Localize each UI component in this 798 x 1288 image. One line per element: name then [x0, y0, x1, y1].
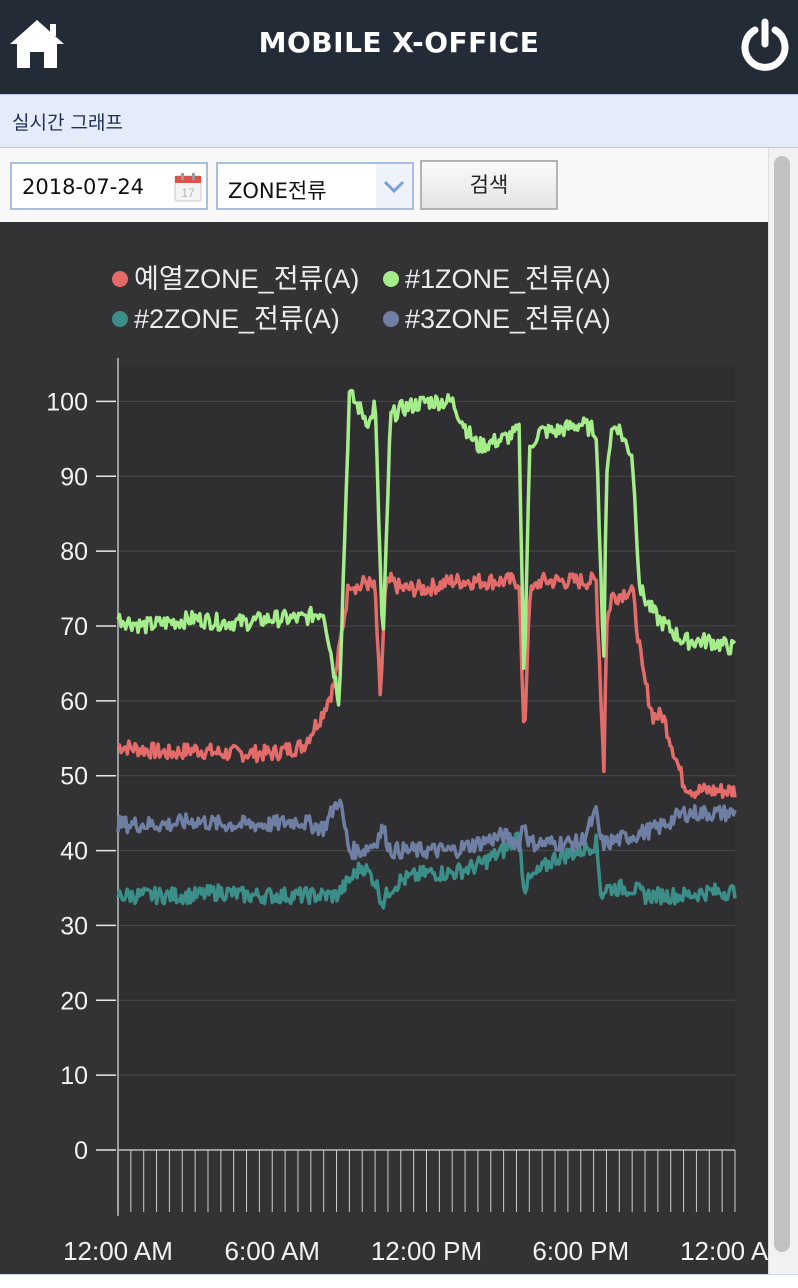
calendar-day: 17 [181, 186, 195, 200]
measure-select-value: ZONE전류 [228, 179, 327, 203]
y-tick-label: 0 [74, 1137, 88, 1165]
measure-select[interactable]: ZONE전류 [216, 162, 414, 210]
legend-label: #2ZONE_전류(A) [134, 304, 340, 334]
bottom-border [0, 1274, 798, 1288]
chart-panel: 0 10 20 30 40 50 60 70 80 90 100 12:00 AM 6:00 AM 12:… [0, 222, 790, 1274]
y-tick-label: 10 [60, 1062, 88, 1090]
home-icon [10, 20, 64, 68]
series-line [117, 571, 737, 799]
legend-marker [112, 311, 128, 327]
y-tick-label: 40 [60, 838, 88, 866]
x-tick-label: 12:00 AM [680, 1236, 768, 1266]
legend-marker [112, 271, 128, 287]
app-title: MOBILE X-OFFICE [258, 26, 540, 59]
x-tick-label: 6:00 PM [532, 1236, 629, 1266]
x-tick-label: 12:00 AM [63, 1236, 173, 1266]
legend-marker [383, 311, 399, 327]
legend-label: #3ZONE_전류(A) [405, 304, 611, 334]
y-tick-label: 30 [60, 912, 88, 940]
legend-label: 예열ZONE_전류(A) [134, 264, 359, 294]
date-input[interactable]: 2018-07-24 17 [10, 162, 208, 210]
y-tick-label: 70 [60, 613, 88, 641]
date-value: 2018-07-24 [22, 175, 145, 199]
y-tick-label: 80 [60, 538, 88, 566]
legend-marker [383, 271, 399, 287]
y-tick-label: 100 [46, 388, 88, 416]
series-line [116, 831, 737, 910]
section-title: 실시간 그래프 [12, 112, 123, 134]
series-line [116, 388, 737, 707]
power-button[interactable] [740, 18, 790, 72]
x-tick-label: 12:00 PM [371, 1236, 482, 1266]
series-line [116, 798, 737, 861]
chevron-down-icon [383, 180, 405, 194]
plot-area [118, 364, 735, 1150]
legend-label: #1ZONE_전류(A) [405, 264, 611, 294]
calendar-icon[interactable]: 17 [174, 172, 202, 202]
x-tick-label: 6:00 AM [225, 1236, 320, 1266]
line-chart: 0 10 20 30 40 50 60 70 80 90 100 12:00 AM 6:00 AM 12:… [46, 264, 790, 1266]
select-arrow[interactable] [376, 164, 412, 208]
home-button[interactable] [8, 18, 66, 70]
y-tick-label: 20 [60, 987, 88, 1015]
app-header: MOBILE X-OFFICE [0, 0, 798, 94]
y-tick-label: 90 [60, 463, 88, 491]
y-tick-label: 50 [60, 763, 88, 791]
y-tick-label: 60 [60, 688, 88, 716]
section-header: 실시간 그래프 [0, 94, 798, 148]
search-button[interactable]: 검색 [420, 160, 558, 210]
scrollbar-thumb[interactable] [774, 156, 790, 1252]
power-icon [741, 18, 789, 71]
